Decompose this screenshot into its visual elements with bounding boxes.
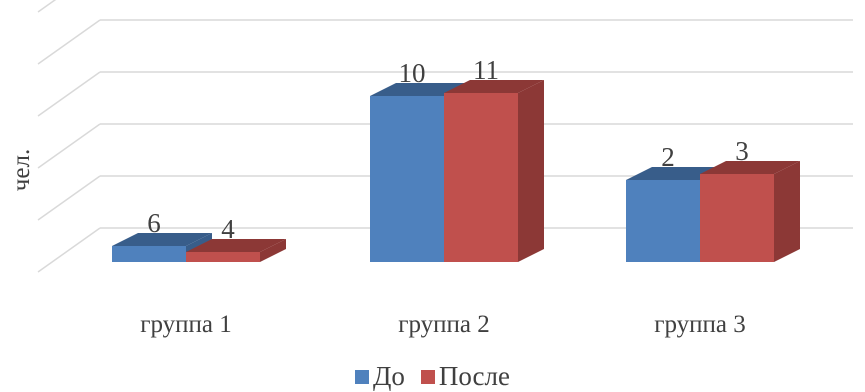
data-label-0-1: 10: [399, 58, 426, 88]
bar-side-1-1: [518, 80, 544, 262]
legend-swatch-after: [420, 369, 435, 384]
bar-top-1-2: [700, 161, 800, 174]
category-label-2: группа 3: [654, 311, 746, 338]
y-axis-label-text: чел.: [8, 148, 35, 192]
gridline-side: [37, 0, 57, 13]
legend-item-after: После: [420, 361, 511, 391]
gridline-side: [37, 175, 101, 221]
category-label-1: группа 2: [398, 311, 490, 338]
bar-1-1: [444, 93, 518, 262]
gridline-side: [37, 227, 101, 273]
bar-0-1: [370, 96, 444, 262]
legend-swatch-before: [354, 369, 369, 384]
bar-side-1-0: [260, 239, 286, 262]
legend-label-before: До: [372, 361, 405, 391]
bar-0-2: [626, 180, 700, 262]
data-label-1-2: 3: [735, 136, 749, 166]
bars: [112, 80, 800, 262]
bar-0-0: [112, 246, 186, 262]
bar-top-1-0: [186, 239, 286, 252]
data-label-0-2: 2: [661, 142, 675, 172]
gridline-side: [37, 19, 101, 65]
bar-1-2: [700, 174, 774, 262]
category-label-0: группа 1: [140, 311, 232, 338]
gridline-side: [37, 71, 101, 117]
bar-side-1-2: [774, 161, 800, 262]
data-labels: 6 4 10 11 2 3: [147, 55, 749, 244]
data-label-1-1: 11: [473, 55, 499, 85]
bar-top-0-0: [112, 233, 212, 246]
gridline-side: [37, 123, 101, 169]
category-tick-labels: группа 1 группа 2 группа 3: [140, 311, 746, 338]
bar-1-0: [186, 252, 260, 262]
data-label-1-0: 4: [221, 214, 235, 244]
y-axis-label: чел.: [2, 120, 42, 220]
legend: До После: [0, 363, 865, 390]
legend-item-before: До: [354, 361, 405, 391]
legend-label-after: После: [438, 361, 511, 391]
bar-top-1-1: [444, 80, 544, 93]
data-label-0-0: 6: [147, 208, 161, 238]
